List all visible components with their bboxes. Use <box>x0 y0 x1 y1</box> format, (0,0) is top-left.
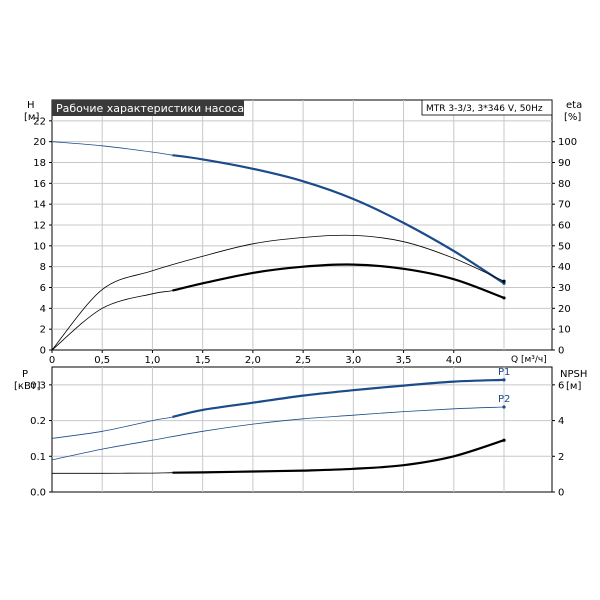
series-end-point <box>502 405 506 409</box>
lower-plot-frame <box>51 366 553 493</box>
upper-series <box>51 141 506 351</box>
series-line-operating <box>172 263 505 299</box>
series-line-operating <box>172 154 505 285</box>
y-left-tick-label: 16 <box>33 179 46 190</box>
x-tick-label: 1,0 <box>144 355 160 366</box>
y-left-unit: [м] <box>24 112 39 123</box>
model-label: MTR 3-3/3, 3*346 V, 50Hz <box>426 104 543 114</box>
y-left-tick-label: 22 <box>33 116 46 127</box>
y-right-name: eta <box>566 100 582 111</box>
x-tick-label: 2,5 <box>295 355 311 366</box>
lower-series: P1 P2 <box>51 367 510 474</box>
y-left-tick-label: 4 <box>40 304 46 315</box>
x-tick-label: 2,0 <box>245 355 261 366</box>
series-line <box>51 234 505 351</box>
x-tick-label: 3,5 <box>396 355 412 366</box>
y-left-tick-label: 6 <box>40 283 46 294</box>
upper-grid <box>52 100 552 350</box>
series-end-point <box>502 378 506 382</box>
x-axis-label: Q [м³/ч] <box>511 355 547 365</box>
y-left-tick-label: 0 <box>40 346 46 357</box>
y-right-tick-label: 30 <box>558 283 571 294</box>
series-end-point <box>502 438 506 442</box>
y-right-tick-label: 0 <box>558 488 564 499</box>
x-tick-label: 3,0 <box>345 355 361 366</box>
x-tick-label: 4,0 <box>446 355 462 366</box>
y-right-tick-label: 70 <box>558 200 571 211</box>
lower-panel: 0.0 0.1 0.2 0.3 0 2 4 6 P1 P2 P [кВт] NPSH [м] <box>14 366 587 499</box>
y-right-tick-label: 10 <box>558 325 571 336</box>
y-left-tick-label: 0.0 <box>30 488 46 499</box>
p-axis-unit: [кВт] <box>14 381 41 392</box>
series-line <box>51 264 505 351</box>
lower-tick-labels: 0.0 0.1 0.2 0.3 0 2 4 6 <box>30 380 564 498</box>
y-right-tick-label: 6 <box>558 380 564 391</box>
y-right-tick-label: 4 <box>558 416 564 427</box>
series-label: P1 <box>498 367 510 378</box>
y-right-tick-label: 20 <box>558 304 571 315</box>
x-tick-label: 1,5 <box>195 355 211 366</box>
y-left-tick-label: 0.1 <box>30 452 46 463</box>
upper-panel: 0 2 4 6 8 10 12 14 16 18 20 22 0 10 20 30 40 50 60 70 80 90 10… <box>24 99 582 366</box>
y-left-tick-label: 8 <box>40 262 46 273</box>
p-axis-name: P <box>22 369 28 380</box>
y-right-tick-label: 2 <box>558 452 564 463</box>
series-line <box>51 406 505 461</box>
y-left-tick-label: 20 <box>33 137 46 148</box>
y-right-tick-label: 100 <box>558 137 577 148</box>
y-right-tick-label: 0 <box>558 346 564 357</box>
y-right-tick-label: 80 <box>558 179 571 190</box>
y-left-tick-label: 18 <box>33 158 46 169</box>
series-line-operating <box>172 378 505 419</box>
y-left-tick-label: 10 <box>33 241 46 252</box>
y-right-tick-label: 90 <box>558 158 571 169</box>
series-label: P2 <box>498 394 510 405</box>
x-tick-label: 0,5 <box>94 355 110 366</box>
y-left-tick-label: 14 <box>33 200 46 211</box>
series-line-operating <box>172 439 505 474</box>
y-left-tick-label: 0.2 <box>30 416 46 427</box>
y-left-tick-label: 12 <box>33 221 46 232</box>
y-left-tick-label: 2 <box>40 325 46 336</box>
x-tick-label: 0 <box>49 355 55 366</box>
series-line <box>51 379 505 439</box>
series-end-point <box>502 296 506 300</box>
y-left-name: H <box>27 100 35 111</box>
y-right-unit: [%] <box>564 112 581 123</box>
chart-title: Рабочие характеристики насоса <box>56 102 244 115</box>
y-right-tick-label: 60 <box>558 221 571 232</box>
npsh-axis-name: NPSH <box>560 369 587 380</box>
title-box <box>52 100 244 116</box>
y-left-tick-label: 0.3 <box>30 380 46 391</box>
npsh-axis-unit: [м] <box>566 381 581 392</box>
y-right-tick-label: 40 <box>558 262 571 273</box>
model-box <box>421 99 553 116</box>
series-end-point <box>502 279 506 283</box>
upper-tick-labels: 0 2 4 6 8 10 12 14 16 18 20 22 0 10 20 30 40 50 60 70 80 90 10… <box>33 116 577 366</box>
y-right-tick-label: 50 <box>558 241 571 252</box>
